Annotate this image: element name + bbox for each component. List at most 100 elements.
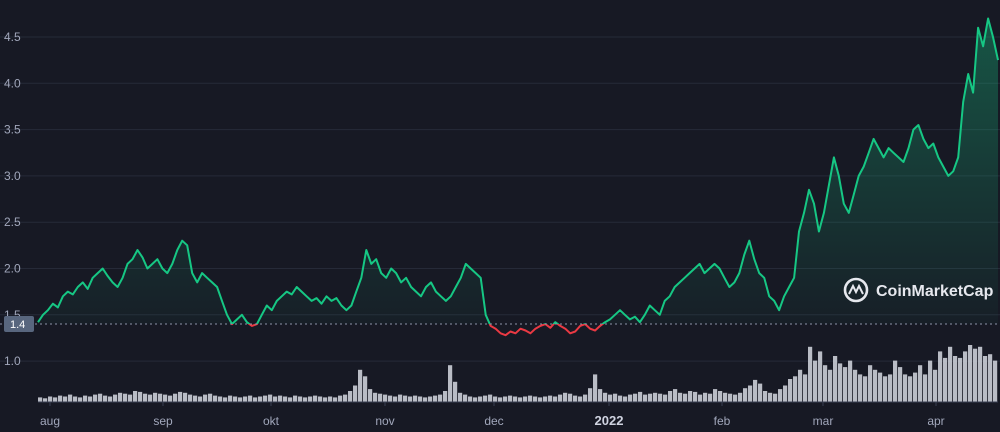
- volume-bar: [488, 394, 493, 402]
- reference-badge-label: 1.4: [10, 319, 25, 331]
- volume-bar: [688, 391, 693, 402]
- volume-bar: [918, 365, 923, 402]
- volume-bar: [873, 369, 878, 402]
- brand-name: CoinMarketCap: [876, 283, 994, 300]
- volume-bar: [248, 395, 253, 402]
- volume-bar: [838, 363, 843, 402]
- volume-bar: [693, 391, 698, 402]
- volume-bar: [983, 356, 988, 402]
- volume-bar: [738, 392, 743, 402]
- volume-bar: [108, 396, 113, 402]
- volume-bar: [773, 393, 778, 402]
- volume-bar: [683, 393, 688, 402]
- volume-bar: [98, 393, 103, 402]
- volume-bar: [978, 346, 983, 402]
- x-tick-label: nov: [375, 414, 394, 428]
- price-line-below: [230, 324, 605, 337]
- volume-bar: [803, 374, 808, 402]
- volume-bar: [418, 396, 423, 402]
- volume-bar: [313, 395, 318, 402]
- x-tick-label: aug: [40, 414, 60, 428]
- volume-bar: [358, 369, 363, 402]
- volume-bar: [728, 393, 733, 402]
- volume-bar: [168, 395, 173, 402]
- volume-bar: [823, 365, 828, 402]
- volume-bar: [188, 394, 193, 402]
- volume-bar: [58, 395, 63, 402]
- volume-bar: [228, 395, 233, 402]
- volume-bar: [623, 396, 628, 402]
- volume-bar: [318, 396, 323, 402]
- volume-bar: [993, 360, 998, 402]
- volume-bar: [218, 396, 223, 402]
- y-tick-label: 3.5: [4, 123, 21, 137]
- volume-bar: [778, 389, 783, 402]
- volume-bar: [148, 394, 153, 402]
- y-tick-label: 2.5: [4, 215, 21, 229]
- volume-bar: [758, 383, 763, 402]
- volume-bar: [138, 391, 143, 402]
- volume-bar: [463, 394, 468, 402]
- volume-bar: [178, 391, 183, 402]
- volume-bar: [618, 395, 623, 402]
- volume-bar: [528, 395, 533, 402]
- volume-bar: [678, 392, 683, 402]
- volume-bar: [83, 395, 88, 402]
- volume-bar: [408, 396, 413, 402]
- volume-bar: [593, 374, 598, 402]
- volume-bar: [603, 392, 608, 402]
- reference-line: 1.4: [0, 316, 1000, 333]
- volume-bar: [413, 395, 418, 402]
- volume-bar: [368, 389, 373, 402]
- volume-bar: [718, 391, 723, 402]
- volume-bar: [703, 392, 708, 402]
- volume-bar: [293, 395, 298, 402]
- volume-bar: [853, 369, 858, 402]
- volume-bar: [633, 393, 638, 402]
- volume-bar: [708, 393, 713, 402]
- volume-bar: [933, 369, 938, 402]
- volume-bar: [743, 388, 748, 402]
- volume-bar: [283, 396, 288, 402]
- volume-bar: [938, 351, 943, 402]
- volume-bar: [38, 397, 43, 402]
- volume-bar: [263, 395, 268, 402]
- volume-bar: [548, 395, 553, 402]
- volume-bar: [903, 374, 908, 402]
- volume-bar: [673, 389, 678, 402]
- volume-bar: [698, 394, 703, 402]
- volume-bar: [483, 395, 488, 402]
- volume-bar: [253, 397, 258, 402]
- volume-bar: [243, 396, 248, 402]
- volume-bar: [943, 357, 948, 402]
- volume-bar: [443, 391, 448, 402]
- volume-bar: [973, 348, 978, 402]
- volume-bar: [753, 379, 758, 402]
- volume-bar: [378, 393, 383, 402]
- volume-bar: [898, 367, 903, 402]
- volume-bar: [518, 397, 523, 402]
- volume-bar: [143, 393, 148, 402]
- volume-bar: [543, 396, 548, 402]
- price-line-above: [37, 17, 999, 325]
- volume-bar: [588, 388, 593, 402]
- price-area-fill: [38, 18, 998, 325]
- volume-bar: [573, 395, 578, 402]
- volume-bar: [298, 396, 303, 402]
- volume-bar: [323, 397, 328, 402]
- volume-bar: [613, 393, 618, 402]
- volume-bar: [273, 396, 278, 402]
- volume-bar: [523, 396, 528, 402]
- volume-bar: [63, 396, 68, 402]
- volume-bar: [508, 395, 513, 402]
- volume-bar: [128, 394, 133, 402]
- volume-bar: [208, 393, 213, 402]
- volume-bar: [558, 394, 563, 402]
- volume-bar: [553, 396, 558, 402]
- y-tick-label: 4.0: [4, 76, 21, 90]
- volume-bar: [858, 374, 863, 402]
- volume-bar: [153, 392, 158, 402]
- volume-bar: [988, 354, 993, 402]
- volume-bar: [668, 391, 673, 402]
